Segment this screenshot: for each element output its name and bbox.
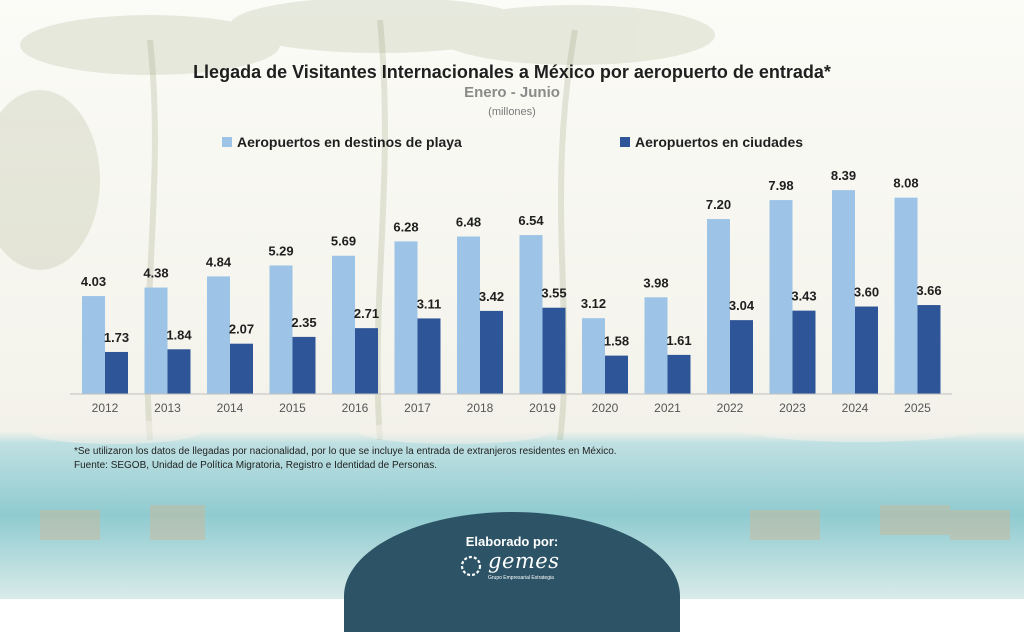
logo-wordmark-text: gemes xyxy=(488,549,560,573)
x-tick-2024: 2024 xyxy=(842,401,869,415)
bar-cities-2020 xyxy=(605,355,628,394)
x-tick-2018: 2018 xyxy=(467,401,494,415)
label-cities-2017: 3.11 xyxy=(417,296,442,311)
bar-cities-2012 xyxy=(105,351,128,394)
bar-beach-2022 xyxy=(707,219,730,394)
bar-cities-2017 xyxy=(417,318,441,394)
bar-beach-2023 xyxy=(769,200,793,394)
made-by-label: Elaborado por: xyxy=(465,534,559,549)
bar-beach-2018 xyxy=(457,236,480,394)
legend-label-beach: Aeropuertos en destinos de playa xyxy=(237,134,462,150)
label-cities-2015: 2.35 xyxy=(291,315,316,330)
bar-cities-2013 xyxy=(167,349,191,394)
bar-beach-2014 xyxy=(207,276,230,394)
label-beach-2012: 4.03 xyxy=(81,274,106,289)
label-beach-2020: 3.12 xyxy=(581,296,606,311)
label-beach-2018: 6.48 xyxy=(456,215,481,230)
x-tick-2020: 2020 xyxy=(592,401,619,415)
bar-cities-2025 xyxy=(917,305,941,394)
x-tick-2021: 2021 xyxy=(654,401,681,415)
label-beach-2014: 4.84 xyxy=(206,254,232,269)
legend-item-beach: Aeropuertos en destinos de playa xyxy=(222,134,462,150)
x-tick-2012: 2012 xyxy=(92,401,119,415)
bar-beach-2015 xyxy=(269,265,293,394)
bar-beach-2017 xyxy=(394,241,418,394)
chart-title: Llegada de Visitantes Internacionales a … xyxy=(193,62,831,82)
bar-cities-2018 xyxy=(480,310,503,394)
footnotes: *Se utilizaron los datos de llegadas por… xyxy=(74,445,617,473)
bar-cities-2022 xyxy=(730,320,753,394)
label-cities-2020: 1.58 xyxy=(604,334,629,349)
bar-cities-2016 xyxy=(355,328,378,394)
label-cities-2022: 3.04 xyxy=(729,298,755,313)
bar-beach-2013 xyxy=(144,287,168,394)
label-beach-2013: 4.38 xyxy=(143,266,168,281)
label-cities-2019: 3.55 xyxy=(541,286,566,301)
bar-cities-2021 xyxy=(667,354,691,394)
legend-item-cities: Aeropuertos en ciudades xyxy=(620,134,803,150)
x-tick-2019: 2019 xyxy=(529,401,556,415)
chart-units: (millones) xyxy=(488,106,536,118)
bar-beach-2020 xyxy=(582,318,605,394)
footnote-methodology: *Se utilizaron los datos de llegadas por… xyxy=(74,446,617,457)
x-tick-2023: 2023 xyxy=(779,401,806,415)
label-cities-2012: 1.73 xyxy=(104,330,129,345)
bar-cities-2023 xyxy=(792,310,816,394)
bar-beach-2021 xyxy=(644,297,668,394)
bar-cities-2014 xyxy=(230,343,253,394)
label-beach-2017: 6.28 xyxy=(393,219,418,234)
label-beach-2016: 5.69 xyxy=(331,234,356,249)
bar-beach-2012 xyxy=(82,296,105,394)
bar-beach-2025 xyxy=(894,197,918,394)
label-beach-2025: 8.08 xyxy=(893,176,918,191)
label-cities-2016: 2.71 xyxy=(354,306,379,321)
label-cities-2013: 1.84 xyxy=(166,327,192,342)
bar-beach-2024 xyxy=(832,190,855,394)
legend-swatch-beach xyxy=(222,137,232,147)
label-beach-2022: 7.20 xyxy=(706,197,731,212)
bar-cities-2019 xyxy=(542,307,566,394)
x-tick-2025: 2025 xyxy=(904,401,931,415)
x-tick-2014: 2014 xyxy=(217,401,244,415)
label-beach-2024: 8.39 xyxy=(831,168,856,183)
label-beach-2023: 7.98 xyxy=(768,178,793,193)
label-cities-2023: 3.43 xyxy=(791,289,816,304)
label-beach-2019: 6.54 xyxy=(518,213,544,228)
bar-beach-2016 xyxy=(332,255,355,394)
legend-label-cities: Aeropuertos en ciudades xyxy=(635,134,804,150)
chart-subtitle: Enero - Junio xyxy=(464,84,560,101)
gemes-logo-icon xyxy=(460,555,482,577)
bar-cities-2015 xyxy=(292,336,316,394)
legend-swatch-cities xyxy=(620,137,630,147)
label-cities-2018: 3.42 xyxy=(479,289,504,304)
logo-tagline: Grupo Empresarial Estrategia xyxy=(488,575,554,581)
bar-cities-2024 xyxy=(855,306,878,394)
label-cities-2025: 3.66 xyxy=(916,283,941,298)
label-cities-2014: 2.07 xyxy=(229,322,254,337)
footnote-source: Fuente: SEGOB, Unidad de Política Migrat… xyxy=(74,460,437,471)
label-cities-2021: 1.61 xyxy=(666,333,691,348)
bar-beach-2019 xyxy=(519,235,543,394)
bar-chart: 4.03 1.73 2012 4.38 1.84 2013 4.84 2.07 2014 5.29… xyxy=(70,168,952,415)
x-tick-2015: 2015 xyxy=(279,401,306,415)
x-tick-2016: 2016 xyxy=(342,401,369,415)
x-tick-2022: 2022 xyxy=(717,401,744,415)
x-tick-2013: 2013 xyxy=(154,401,181,415)
logo-wordmark: gemes xyxy=(488,549,560,573)
x-tick-2017: 2017 xyxy=(404,401,431,415)
label-cities-2024: 3.60 xyxy=(854,285,879,300)
label-beach-2021: 3.98 xyxy=(643,275,668,290)
label-beach-2015: 5.29 xyxy=(268,243,293,258)
